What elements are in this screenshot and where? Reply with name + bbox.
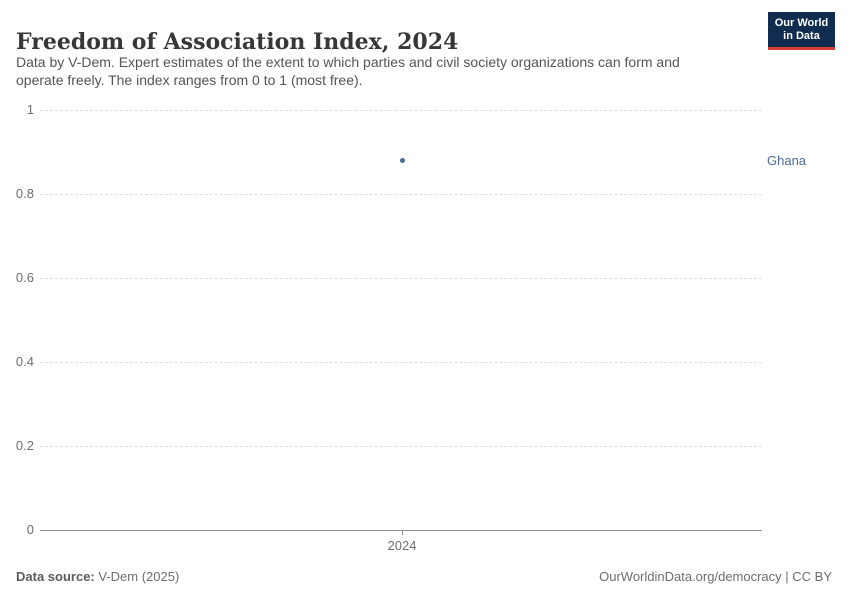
y-tick-label-1: 1 [26,102,34,117]
credit-link[interactable]: OurWorldinData.org/democracy | CC BY [599,569,832,584]
y-tick-label-0: 0 [26,522,34,537]
gridline-0-2 [40,446,762,447]
y-tick-label-0-8: 0.8 [15,186,34,201]
data-source-value: V-Dem (2025) [94,569,180,584]
y-tick-label-0-6: 0.6 [15,270,34,285]
gridline-0-4 [40,362,762,363]
y-tick-label-0-2: 0.2 [15,438,34,453]
gridline-0-6 [40,278,762,279]
data-source-note: Data source: V-Dem (2025) [16,569,179,584]
data-point-ghana[interactable] [400,158,405,163]
chart-subtitle-line2: operate freely. The index ranges from 0 … [16,72,363,88]
owid-logo-line1: Our World [774,16,829,29]
chart-title: Freedom of Association Index, 2024 [16,28,459,55]
x-tick-mark-2024 [402,531,403,535]
x-tick-label-2024: 2024 [387,538,417,553]
gridline-0-8 [40,194,762,195]
x-axis-line [40,530,762,531]
chart-subtitle: Data by V-Dem. Expert estimates of the e… [16,53,680,89]
data-source-label: Data source: [16,569,95,584]
entity-label-ghana[interactable]: Ghana [767,153,807,168]
owid-logo-line2: in Data [783,29,820,42]
owid-logo[interactable]: Our World in Data [768,12,835,50]
y-tick-label-0-4: 0.4 [15,354,34,369]
chart-subtitle-line1: Data by V-Dem. Expert estimates of the e… [16,54,680,70]
gridline-1 [40,110,762,111]
